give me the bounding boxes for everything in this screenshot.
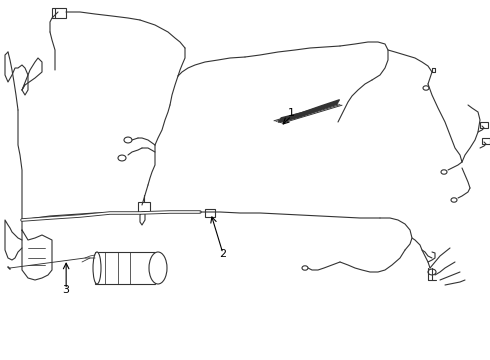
Ellipse shape — [93, 252, 101, 284]
Text: 2: 2 — [220, 249, 226, 259]
Bar — [480, 122, 488, 128]
Circle shape — [423, 86, 429, 90]
Circle shape — [428, 269, 436, 275]
Text: 3: 3 — [63, 285, 70, 295]
Circle shape — [124, 137, 132, 143]
Circle shape — [451, 198, 457, 202]
Circle shape — [302, 266, 308, 270]
Text: 1: 1 — [288, 108, 295, 118]
Circle shape — [441, 170, 447, 174]
Bar — [482, 138, 490, 144]
Circle shape — [118, 155, 126, 161]
Ellipse shape — [149, 252, 167, 284]
Bar — [52, 8, 66, 18]
Bar — [95, 252, 155, 284]
Bar — [138, 202, 150, 212]
Bar — [205, 209, 215, 217]
